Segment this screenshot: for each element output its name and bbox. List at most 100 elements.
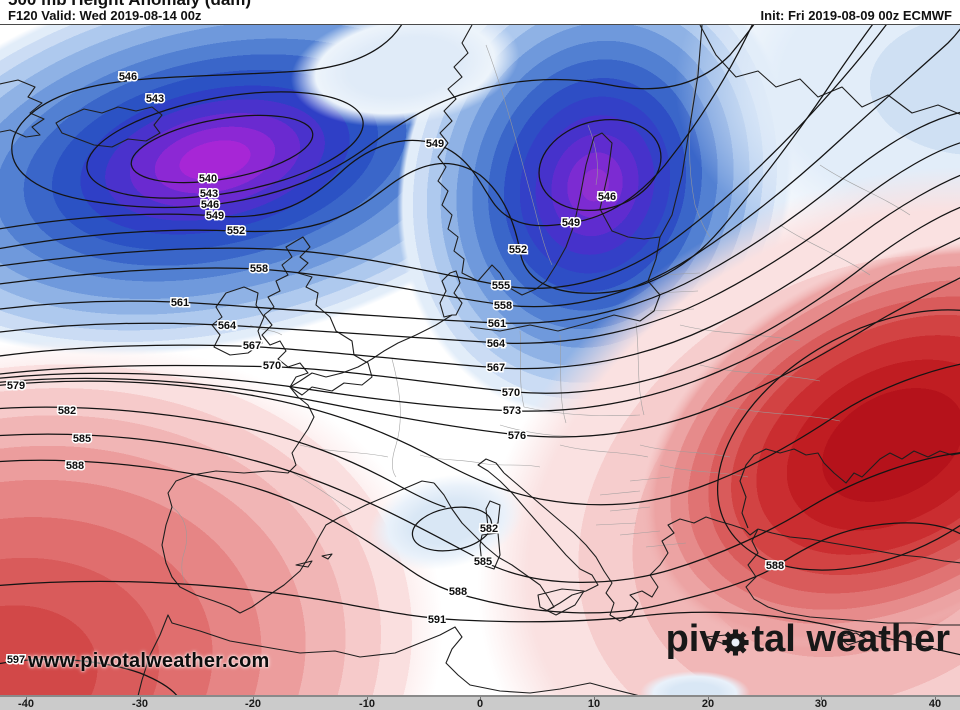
contour-546-scand-ring bbox=[538, 118, 662, 212]
contour-570 bbox=[0, 206, 960, 394]
axis-tick-label: 0 bbox=[476, 698, 484, 710]
contour-label: 591 bbox=[428, 614, 446, 626]
contour-label: 558 bbox=[494, 300, 512, 312]
longitude-axis: -40 -30 -20 -10 0 10 20 30 40 bbox=[0, 696, 960, 710]
contour-label: 588 bbox=[66, 460, 84, 472]
contour-label: 567 bbox=[487, 362, 505, 374]
contour-582-ring bbox=[411, 506, 493, 552]
contour-label: 555 bbox=[492, 280, 510, 292]
contour-567 bbox=[0, 174, 960, 370]
axis-tick-label: -30 bbox=[132, 698, 148, 710]
axis-tick-mark bbox=[253, 697, 254, 700]
axis-tick-label: 40 bbox=[928, 698, 942, 710]
init-time-label: Init: Fri 2019-08-09 00z ECMWF bbox=[760, 8, 952, 23]
contour-label: 549 bbox=[206, 210, 224, 222]
contour-label: 543 bbox=[146, 93, 164, 105]
contour-label: 552 bbox=[227, 225, 245, 237]
coast-scandinavia bbox=[437, 25, 703, 296]
contour-582 bbox=[0, 406, 446, 508]
contour-540-ring bbox=[130, 114, 314, 184]
contour-label: 564 bbox=[487, 338, 506, 350]
contour-561 bbox=[0, 111, 960, 324]
anomaly-shading bbox=[0, 25, 960, 695]
gear-icon bbox=[722, 629, 750, 656]
positive-anomaly-east-core bbox=[640, 241, 960, 649]
contour-label: 579 bbox=[7, 380, 25, 392]
contour-label-layer: 5465435405435465495525585615645675705495… bbox=[5, 70, 785, 668]
coast-corsica bbox=[485, 500, 501, 528]
axis-tick-mark bbox=[821, 697, 822, 700]
contour-label: 570 bbox=[263, 360, 281, 372]
contour-label: 582 bbox=[58, 405, 76, 417]
contour-label: 567 bbox=[243, 340, 261, 352]
contour-label: 573 bbox=[503, 405, 521, 417]
coast-black-sea-south bbox=[757, 528, 960, 564]
header-bar: 500 mb Height Anomaly (dam) F120 Valid: … bbox=[0, 0, 960, 24]
coast-baltic-south bbox=[469, 236, 661, 332]
contour-585 bbox=[0, 433, 960, 584]
coast-north-africa bbox=[137, 614, 639, 695]
contour-label: 546 bbox=[201, 199, 219, 211]
map-svg: 5465435405435465495525585615645675705495… bbox=[0, 25, 960, 695]
axis-tick-mark bbox=[140, 697, 141, 700]
coast-balkans-greece bbox=[503, 472, 759, 622]
contour-546 bbox=[11, 25, 755, 209]
contour-label: 561 bbox=[171, 297, 189, 309]
weather-map-canvas: 546 543 540 543 546 549 552 558 561 564 567 570 549 5… bbox=[0, 24, 960, 696]
coast-white-sea bbox=[699, 25, 960, 115]
contour-573 bbox=[0, 237, 960, 412]
axis-tick-label: -10 bbox=[359, 698, 375, 710]
contour-label: 585 bbox=[73, 433, 91, 445]
contour-552 bbox=[0, 25, 873, 294]
coast-italy bbox=[433, 458, 599, 612]
contour-label: 546 bbox=[598, 191, 616, 203]
coast-greenland bbox=[0, 79, 45, 138]
negative-anomaly-south bbox=[640, 671, 750, 695]
saddle-light-zone bbox=[290, 25, 520, 127]
contour-597 bbox=[0, 658, 178, 695]
coast-cyprus bbox=[837, 632, 867, 646]
coast-sardinia bbox=[479, 532, 501, 570]
coastlines bbox=[0, 25, 960, 695]
height-contours bbox=[0, 25, 960, 695]
coast-great-britain bbox=[261, 236, 373, 396]
contour-label: 552 bbox=[509, 244, 527, 256]
axis-tick-label: 10 bbox=[587, 698, 601, 710]
contour-549 bbox=[0, 25, 753, 230]
valid-time-label: F120 Valid: Wed 2019-08-14 00z bbox=[8, 8, 202, 23]
admin-borders bbox=[171, 44, 911, 586]
axis-tick-mark bbox=[367, 697, 368, 700]
contour-label: 549 bbox=[426, 138, 444, 150]
axis-tick-mark bbox=[935, 697, 936, 700]
contour-label: 597 bbox=[7, 654, 25, 666]
coast-iceland bbox=[55, 106, 163, 148]
coast-turkey-west-south bbox=[745, 528, 960, 626]
contour-east-high-ring bbox=[716, 309, 960, 571]
axis-tick-label: -20 bbox=[245, 698, 261, 710]
contour-label: 540 bbox=[199, 173, 217, 185]
axis-tick-label: -40 bbox=[18, 698, 34, 710]
axis-tick-label: 20 bbox=[701, 698, 715, 710]
axis-tick-mark bbox=[480, 697, 481, 700]
axis-tick-mark bbox=[594, 697, 595, 700]
brand-logo: piv tal weather bbox=[666, 620, 950, 658]
contour-564 bbox=[0, 142, 960, 344]
contour-label: 546 bbox=[119, 71, 137, 83]
coast-jutland bbox=[439, 270, 463, 318]
contour-label: 588 bbox=[449, 586, 467, 598]
coast-west-europe bbox=[161, 314, 453, 614]
contour-576 bbox=[0, 277, 960, 438]
contour-555 bbox=[0, 25, 887, 289]
contour-label: 582 bbox=[480, 523, 498, 535]
positive-anomaly-southwest bbox=[0, 340, 443, 695]
page-title: 500 mb Height Anomaly (dam) bbox=[8, 0, 251, 10]
brand-text-right: tal weather bbox=[751, 618, 950, 660]
contour-label: 564 bbox=[218, 320, 237, 332]
brand-text-left: piv bbox=[665, 618, 721, 660]
coast-black-sea-north bbox=[739, 448, 960, 529]
contour-label: 558 bbox=[250, 263, 268, 275]
watermark: www.pivotalweather.com bbox=[28, 650, 270, 672]
contour-579 bbox=[0, 363, 960, 506]
contour-label: 561 bbox=[488, 318, 506, 330]
axis-tick-mark bbox=[26, 697, 27, 700]
